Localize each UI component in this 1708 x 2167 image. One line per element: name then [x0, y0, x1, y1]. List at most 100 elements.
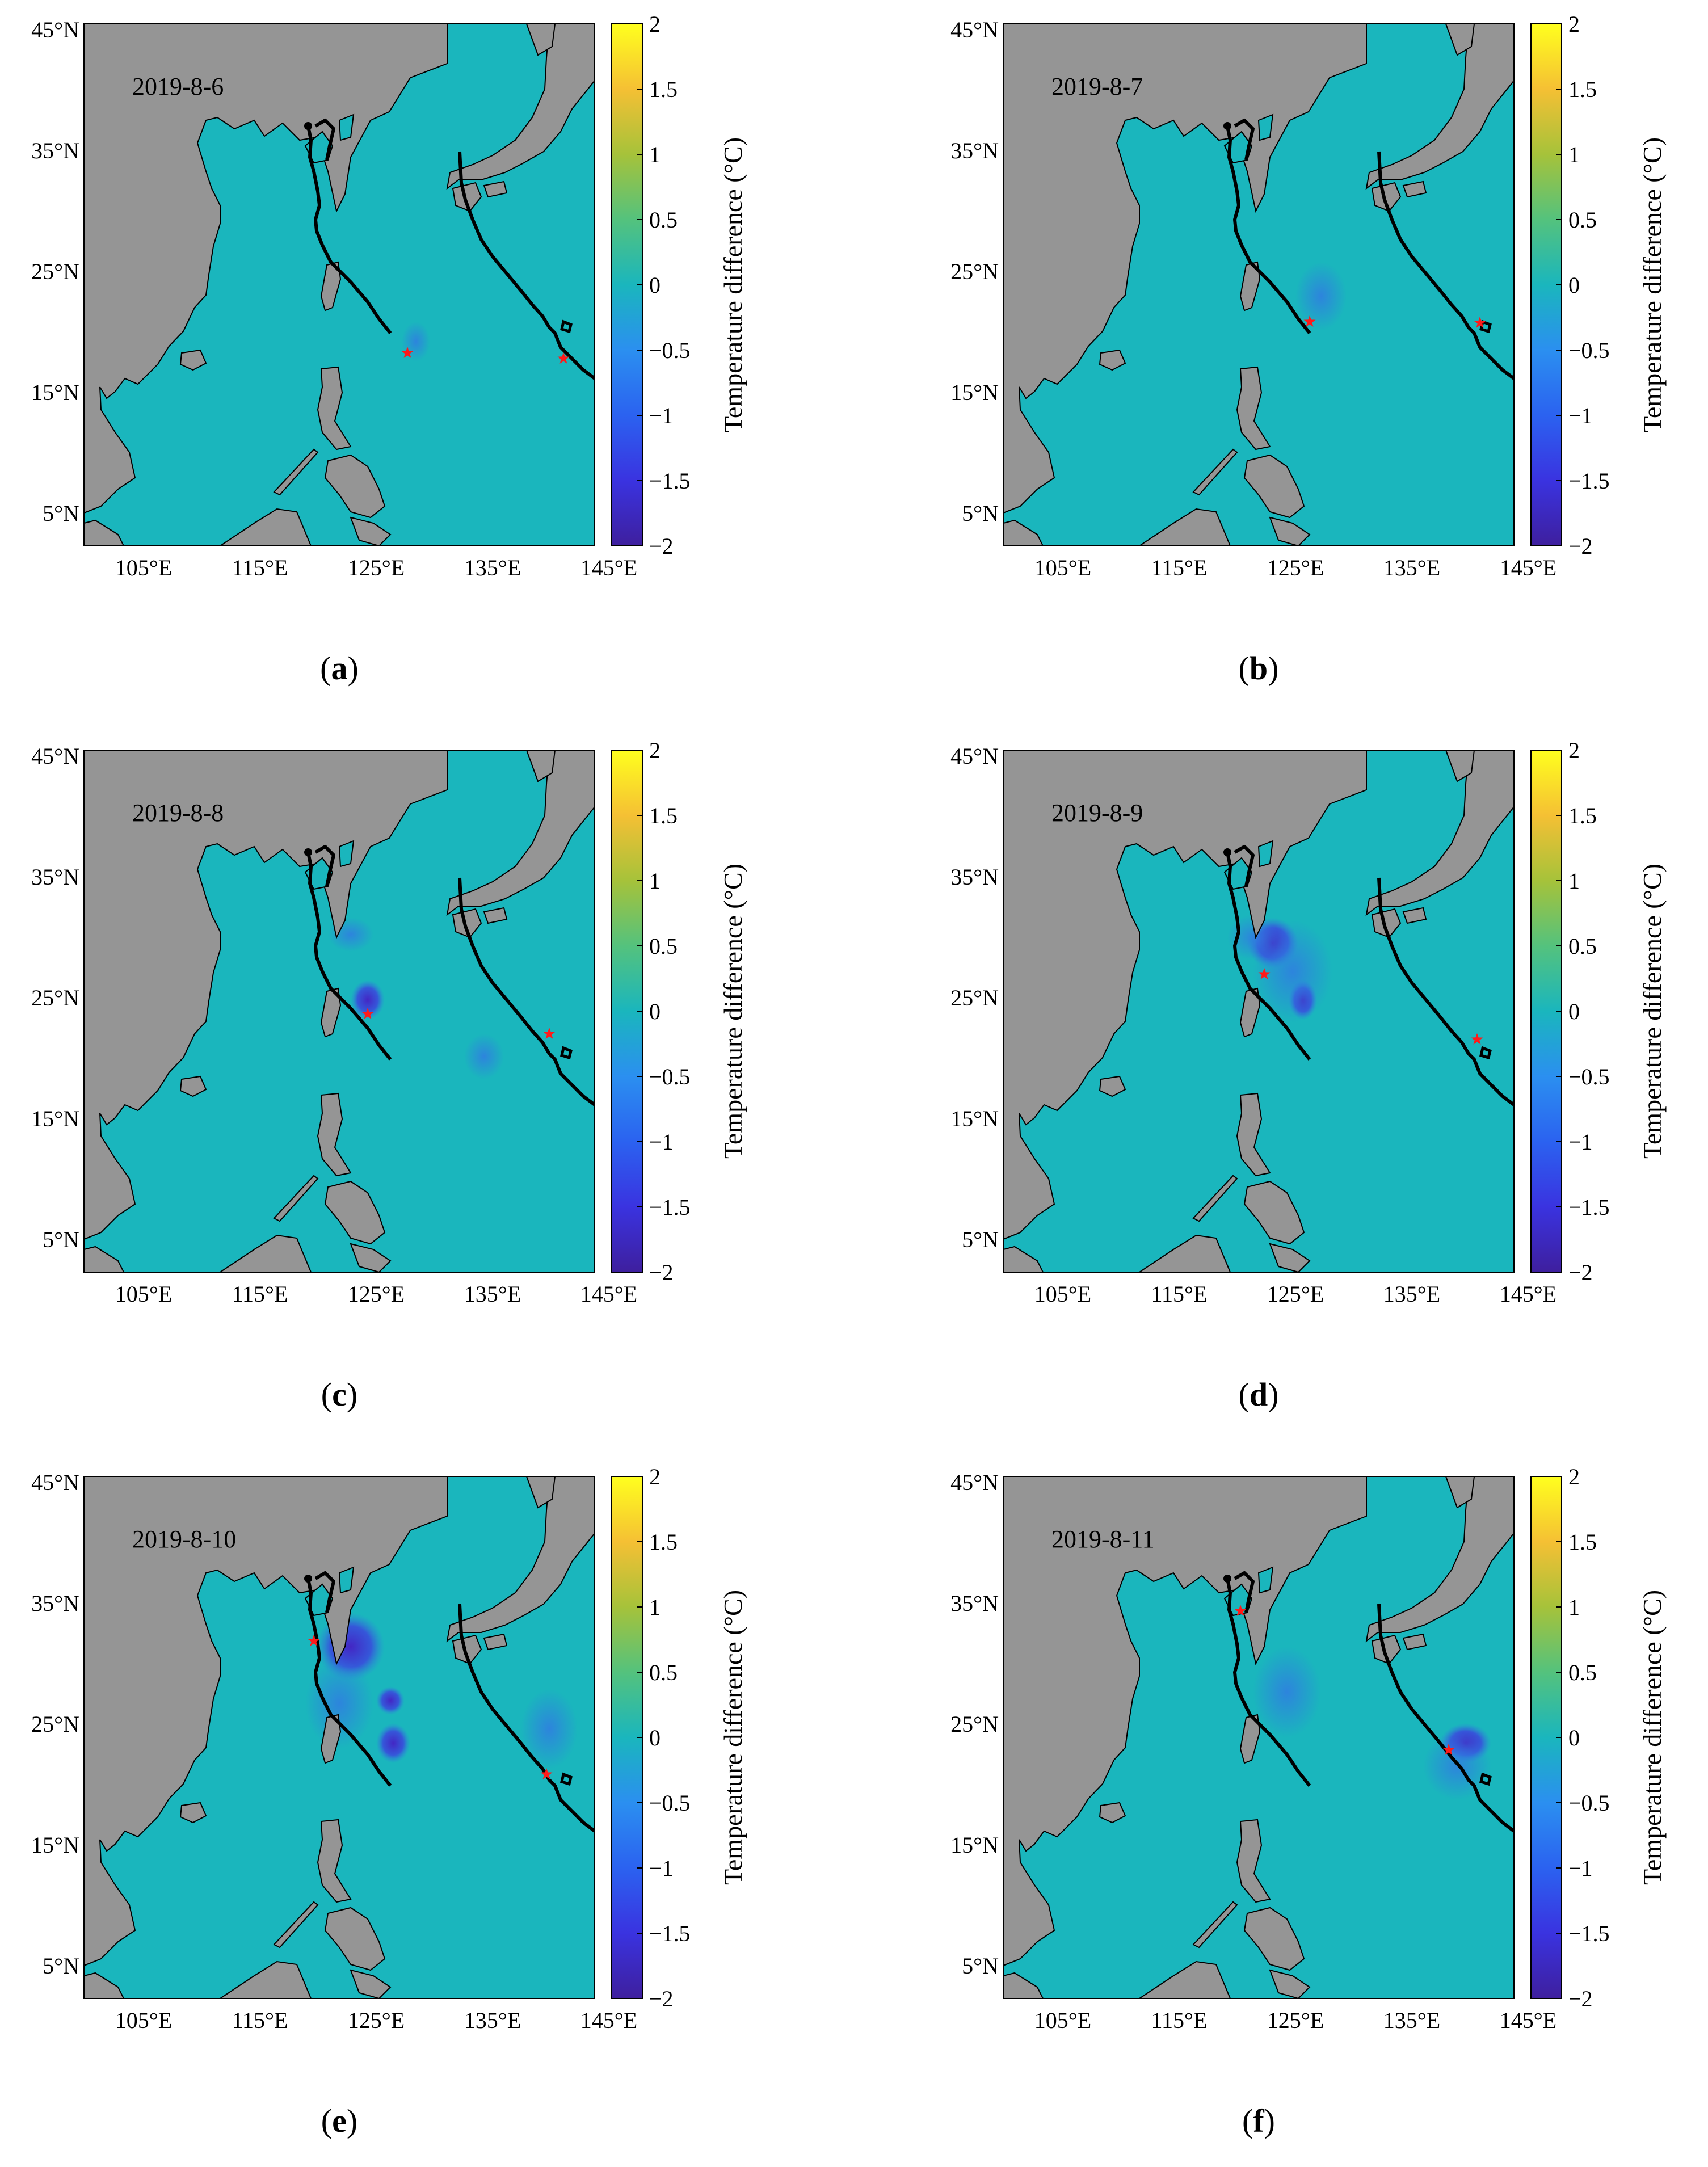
colorbar-tick-label: 2 [1568, 738, 1580, 763]
track-endpoint [1223, 848, 1231, 856]
lon-tick-label: 135°E [1383, 555, 1440, 580]
lat-tick-label: 25°N [950, 985, 999, 1011]
lat-tick-label: 45°N [31, 17, 79, 43]
lon-tick-label: 105°E [1034, 2008, 1091, 2033]
lat-tick-label: 35°N [31, 138, 79, 163]
typhoon-track-west [306, 1578, 392, 1787]
typhoon-track-loop [1479, 319, 1492, 334]
lon-tick-label: 105°E [1034, 555, 1091, 580]
colorbar-tick-label: 1.5 [1568, 77, 1597, 102]
colorbar-tick-label: 1 [1568, 142, 1580, 167]
colorbar-tick-label: −0.5 [649, 1064, 691, 1089]
colorbar-tick-label: 2 [649, 1464, 661, 1489]
colorbar-tick-label: −2 [1568, 1260, 1593, 1285]
colorbar-label: Temperature difference (°C) [718, 864, 747, 1159]
map-panel: 2019-8-9 45°N 35°N 25°N 15°N 5°N 105°E 115°E 125… [950, 738, 1667, 1413]
lon-tick-label: 125°E [348, 555, 405, 580]
lon-tick-label: 125°E [1267, 1281, 1324, 1307]
cooling-anomaly [376, 1686, 405, 1715]
lon-tick-label: 125°E [1267, 555, 1324, 580]
lon-tick-label: 105°E [115, 2008, 172, 2033]
cooling-anomaly [1295, 262, 1347, 330]
colorbar-tick-label: −1.5 [1568, 1921, 1610, 1946]
lat-tick-label: 5°N [962, 1953, 999, 1979]
typhoon-track-west-end [314, 1571, 335, 1613]
typhoon-track-loop [1479, 1046, 1492, 1060]
date-label: 2019-8-6 [132, 73, 224, 100]
lat-tick-label: 35°N [31, 864, 79, 890]
map-frame [83, 750, 595, 1273]
lon-tick-label: 135°E [464, 1281, 521, 1307]
colorbar-tick-label: 1 [649, 868, 661, 894]
map-area [84, 24, 595, 546]
lat-tick-label: 15°N [950, 1106, 999, 1131]
lon-tick-label: 105°E [115, 555, 172, 580]
cooling-anomaly [1253, 1647, 1321, 1737]
colorbar-tick-label: −1.5 [649, 468, 691, 494]
lon-tick-label: 135°E [1383, 1281, 1440, 1307]
colorbar-tick-label: 1 [649, 1594, 661, 1620]
map-frame [1003, 23, 1515, 546]
lat-tick-label: 45°N [950, 1470, 999, 1495]
colorbar-label: Temperature difference (°C) [1638, 1590, 1667, 1885]
colorbar-tick-label: −0.5 [1568, 338, 1610, 363]
colorbar-tick-label: −0.5 [649, 338, 691, 363]
colorbar-tick-label: −1.5 [1568, 1194, 1610, 1220]
typhoon-track-west [1226, 852, 1311, 1061]
lon-tick-label: 145°E [1500, 2008, 1556, 2033]
lon-tick-label: 115°E [232, 2008, 288, 2033]
lat-tick-label: 35°N [950, 138, 999, 163]
lon-tick-label: 125°E [348, 1281, 405, 1307]
map-frame [83, 23, 595, 546]
colorbar-tick-label: −1.5 [1568, 468, 1610, 494]
colorbar-tick-label: 0 [649, 272, 661, 298]
typhoon-center-marker [361, 1008, 374, 1019]
colorbar-tick-label: 0 [1568, 1725, 1580, 1751]
lat-tick-label: 15°N [31, 380, 79, 405]
typhoon-center-marker [543, 1028, 556, 1039]
typhoon-track-west-end [314, 119, 335, 161]
track-endpoint [1223, 122, 1231, 130]
colorbar-tick-label: 2 [649, 11, 661, 37]
track-endpoint [304, 122, 312, 130]
cooling-anomaly [351, 980, 385, 1020]
colorbar-tick-label: −2 [649, 533, 674, 559]
colorbar-tick-label: −1 [649, 1129, 674, 1155]
typhoon-center-marker [1442, 1744, 1455, 1755]
track-endpoint [304, 1575, 312, 1583]
lat-tick-label: 35°N [950, 1590, 999, 1616]
colorbar-tick-label: 1 [1568, 868, 1580, 894]
typhoon-center-marker [1471, 1033, 1483, 1045]
typhoon-track-west-end [314, 845, 335, 887]
track-endpoint [1223, 1575, 1231, 1583]
date-label: 2019-8-9 [1051, 799, 1143, 827]
colorbar-tick-label: 1 [1568, 1594, 1580, 1620]
map-area [1003, 1476, 1514, 1998]
typhoon-track-west-end [1234, 119, 1255, 161]
lat-tick-label: 5°N [962, 1227, 999, 1252]
colorbar-tick-label: 2 [1568, 11, 1580, 37]
lon-tick-label: 145°E [1500, 1281, 1556, 1307]
typhoon-center-marker [1303, 315, 1316, 327]
lat-tick-label: 45°N [950, 17, 999, 43]
colorbar-label: Temperature difference (°C) [718, 1590, 747, 1885]
map-area [84, 750, 595, 1272]
lat-tick-label: 45°N [31, 1470, 79, 1495]
lat-tick-label: 15°N [31, 1106, 79, 1131]
lon-tick-label: 105°E [1034, 1281, 1091, 1307]
typhoon-track-loop [560, 1046, 573, 1060]
colorbar-tick-label: 0.5 [1568, 207, 1597, 233]
map-area [84, 1476, 595, 1998]
typhoon-track-east [458, 1604, 595, 1833]
colorbar-tick-label: −0.5 [1568, 1064, 1610, 1089]
map-frame [83, 1476, 595, 1999]
lon-tick-label: 115°E [1151, 555, 1208, 580]
panel-letter: (f) [1242, 2102, 1275, 2139]
colorbar-label: Temperature difference (°C) [1638, 864, 1667, 1159]
typhoon-track-west [1226, 125, 1311, 334]
typhoon-track-loop [560, 1772, 573, 1786]
lat-tick-label: 25°N [31, 1711, 79, 1737]
colorbar-tick-label: 0.5 [1568, 1660, 1597, 1685]
lat-tick-label: 15°N [950, 1832, 999, 1858]
